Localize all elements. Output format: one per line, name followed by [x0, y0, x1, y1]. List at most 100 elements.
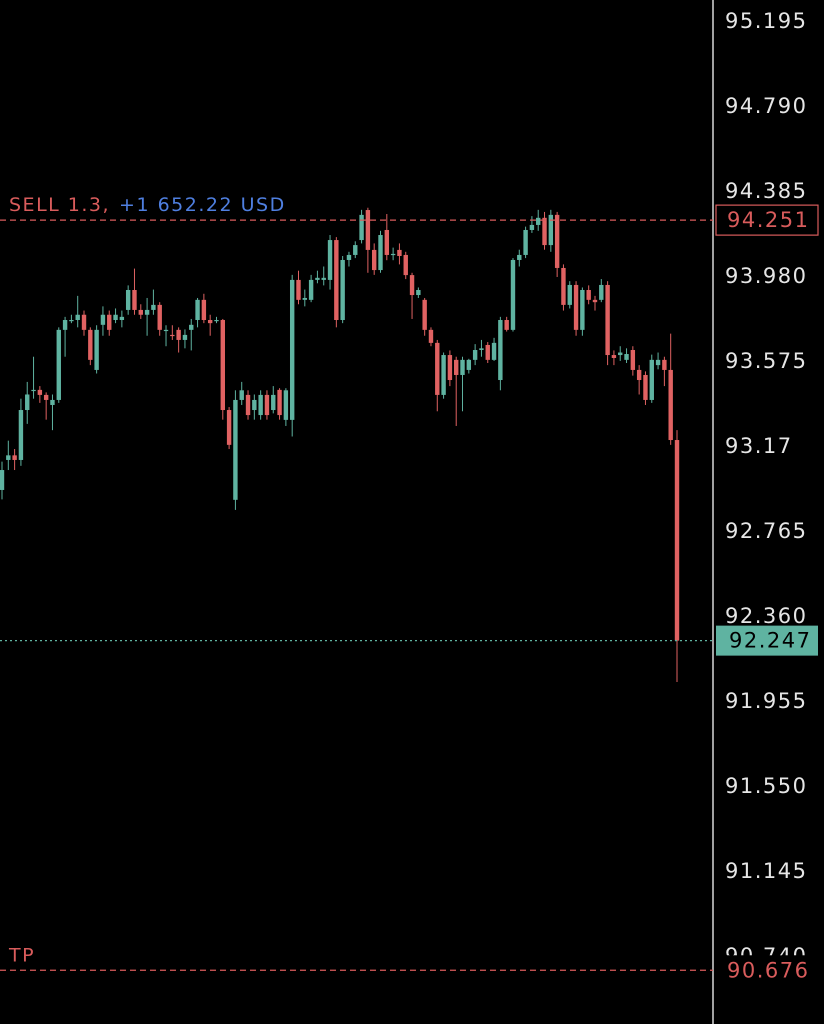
current-price-label: 92.247: [729, 629, 811, 653]
candle-body: [277, 389, 282, 416]
candle-body: [283, 390, 289, 420]
candle-body: [340, 259, 345, 320]
candle-body: [485, 344, 490, 360]
order-profit: +1 652.22 USD: [119, 194, 286, 216]
candle-body: [157, 304, 162, 330]
candle-body: [536, 217, 541, 225]
candle-body: [592, 299, 598, 303]
candle-body: [542, 217, 547, 246]
candle-body: [416, 289, 421, 296]
candle-body: [125, 289, 131, 310]
candle-body: [94, 329, 99, 370]
candle-body: [327, 240, 333, 280]
candle-body: [529, 224, 535, 230]
y-tick-label: 91.955: [725, 689, 807, 713]
candle-body: [18, 410, 24, 460]
candle-body: [107, 314, 112, 330]
candle-body: [491, 342, 497, 360]
candle-body: [428, 329, 434, 343]
candle-body: [586, 289, 591, 300]
candle-body: [573, 284, 579, 330]
candle-body: [441, 355, 446, 395]
y-tick-label: 94.790: [725, 94, 807, 118]
candle-body: [31, 389, 36, 392]
current-price-box: [716, 625, 818, 656]
candle-body: [25, 394, 30, 411]
candle-body: [239, 390, 244, 400]
candle-body: [308, 279, 314, 300]
candle-body: [56, 329, 61, 400]
candle-body: [50, 399, 55, 405]
candle-body: [88, 329, 93, 360]
y-tick-label: 95.195: [725, 9, 807, 33]
candle-body: [649, 359, 654, 400]
candle-body: [271, 394, 276, 411]
candle-body: [460, 359, 465, 375]
candle-body: [517, 254, 522, 260]
candle-body: [567, 284, 572, 305]
candle-body: [176, 329, 181, 340]
candle-body: [674, 440, 680, 641]
y-tick-label: 91.145: [725, 859, 807, 883]
candle-body: [113, 314, 118, 320]
candle-body: [346, 254, 352, 260]
candle-body: [245, 394, 251, 416]
candle-body: [75, 314, 80, 320]
candle-body: [132, 289, 137, 310]
candle-body: [264, 394, 270, 416]
y-tick-label: 93.575: [725, 349, 807, 373]
candle-body: [365, 210, 371, 250]
candle-body: [510, 259, 516, 330]
candle-body: [523, 229, 528, 255]
candle-body: [315, 277, 320, 280]
candle-body: [472, 350, 478, 360]
y-tick-label: 91.550: [725, 774, 807, 798]
candle-body: [498, 320, 503, 381]
candle-body: [466, 359, 472, 370]
candle-body: [163, 329, 169, 332]
candle-body: [554, 214, 560, 268]
candle-body: [214, 320, 219, 322]
candle-body: [138, 309, 143, 315]
candle-body: [296, 279, 301, 300]
candle-body: [321, 277, 326, 280]
candle-body: [258, 394, 263, 416]
candle-body: [630, 350, 636, 370]
candle-body: [422, 299, 427, 330]
candle-body: [43, 394, 49, 400]
order-type: SELL 1.3,: [9, 194, 110, 216]
candle-body: [403, 254, 408, 276]
candle-body: [144, 309, 150, 315]
y-tick-label: 93.17: [725, 434, 793, 458]
candle-body: [289, 279, 295, 420]
y-tick-label: 92.360: [725, 604, 807, 628]
y-tick-label: 93.980: [725, 264, 807, 288]
candle-body: [81, 314, 87, 330]
candle-body: [334, 240, 339, 320]
candle-body: [252, 399, 257, 411]
candle-body: [6, 455, 11, 460]
candle-body: [151, 304, 156, 310]
candle-body: [655, 359, 661, 366]
candle-body: [409, 275, 415, 296]
order-price-box: [716, 955, 818, 986]
candle-body: [378, 235, 383, 271]
candle-body: [201, 299, 207, 320]
candle-body: [548, 214, 554, 246]
candle-body: [233, 399, 238, 500]
candle-body: [668, 369, 673, 441]
candle-body: [454, 359, 459, 375]
candle-body: [220, 320, 225, 411]
candle-body: [371, 249, 377, 271]
candle-body: [479, 348, 484, 351]
candle-body: [618, 352, 623, 356]
candle-body: [119, 316, 125, 320]
candle-body: [599, 284, 604, 300]
candle-body: [189, 324, 194, 330]
candle-body: [302, 297, 308, 300]
y-tick-label: 94.385: [725, 179, 807, 203]
candle-body: [662, 359, 667, 370]
order-label: TP: [8, 944, 35, 966]
candle-body: [207, 320, 213, 324]
